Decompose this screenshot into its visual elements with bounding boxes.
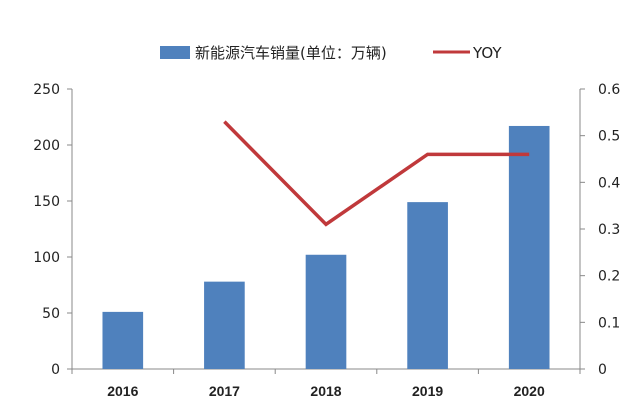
right-tick-label: 0.4: [598, 175, 620, 191]
legend-bar-label: 新能源汽车销量(单位：万辆): [195, 44, 387, 62]
bar: [508, 125, 550, 370]
bar: [407, 202, 448, 369]
yoy-line-series: [223, 120, 530, 227]
right-tick-label: 0.2: [598, 269, 620, 285]
right-axis-ticks: 0 0.1 0.2 0.3 0.4 0.5 0.6: [580, 82, 620, 378]
left-tick-label: 0: [51, 362, 60, 378]
x-axis-ticks: 2016 2017 2018 2019 2020: [71, 369, 581, 399]
left-tick-label: 150: [33, 194, 60, 210]
left-tick-label: 100: [33, 250, 60, 266]
bar: [204, 281, 245, 369]
left-tick-label: 50: [42, 306, 60, 322]
left-axis-ticks: 0 50 100 150 200 250: [33, 82, 72, 378]
bar: [102, 311, 144, 369]
legend-line-label: YOY: [472, 44, 502, 62]
bar: [305, 254, 347, 369]
right-tick-label: 0.6: [598, 82, 620, 98]
left-tick-label: 200: [33, 138, 60, 154]
legend-bar-swatch: [160, 46, 190, 59]
x-tick-label: 2016: [107, 383, 138, 399]
bar-series: [102, 125, 550, 370]
x-tick-label: 2020: [514, 383, 545, 399]
x-tick-label: 2017: [209, 383, 240, 399]
x-tick-label: 2018: [310, 383, 341, 399]
x-tick-label: 2019: [412, 383, 443, 399]
left-tick-label: 250: [33, 82, 60, 98]
right-tick-label: 0.1: [598, 315, 620, 331]
right-tick-label: 0.3: [598, 222, 620, 238]
yoy-line: [223, 120, 530, 227]
right-tick-label: 0: [598, 362, 607, 378]
right-tick-label: 0.5: [598, 129, 620, 145]
legend: 新能源汽车销量(单位：万辆) YOY: [160, 44, 502, 62]
